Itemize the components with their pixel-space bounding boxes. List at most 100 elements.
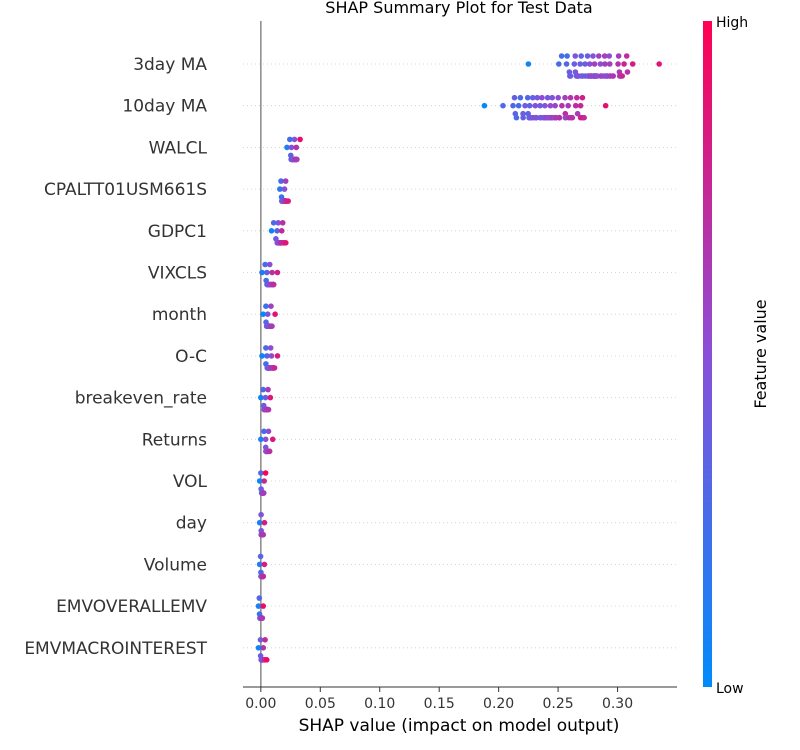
shap-point: [281, 186, 288, 192]
shap-point: [586, 61, 593, 67]
shap-point: [274, 269, 281, 276]
shap-point: [526, 102, 533, 109]
shap-point: [615, 61, 621, 67]
shap-point: [282, 178, 289, 184]
shap-point: [579, 94, 586, 101]
shap-point: [562, 94, 568, 101]
shap-point: [265, 386, 271, 393]
shap-point: [581, 114, 587, 121]
shap-point: [577, 61, 583, 67]
colorbar-title: Feature value: [751, 299, 770, 408]
shap-point: [278, 228, 285, 234]
shap-point: [257, 637, 264, 643]
shap-point: [269, 323, 275, 330]
shap-point: [297, 136, 303, 143]
shap-point: [262, 394, 269, 401]
shap-point: [623, 53, 630, 59]
shap-point: [262, 436, 269, 443]
shap-point: [258, 436, 264, 443]
shap-point: [615, 53, 622, 59]
shap-point: [260, 603, 267, 609]
shap-point: [522, 102, 528, 109]
shap-point: [537, 102, 543, 109]
shap-point: [544, 94, 551, 101]
feature-label: Returns: [142, 430, 207, 450]
shap-point: [256, 561, 263, 568]
shap-point: [590, 53, 596, 59]
shap-point: [268, 228, 275, 234]
shap-point: [269, 269, 275, 276]
shap-point: [606, 53, 613, 59]
shap-point: [656, 61, 662, 67]
shap-point: [572, 102, 579, 109]
shap-point: [591, 61, 598, 67]
shap-point: [556, 61, 562, 67]
shap-point: [260, 531, 266, 538]
shap-point: [532, 102, 539, 109]
shap-point: [510, 102, 516, 109]
shap-point: [274, 228, 280, 234]
shap-point: [285, 198, 291, 204]
feature-label: VOL: [173, 472, 208, 492]
shap-point: [267, 345, 274, 351]
shap-point: [272, 311, 278, 318]
shap-point: [268, 303, 274, 310]
shap-point: [547, 102, 554, 109]
x-tick-label: 0.15: [424, 696, 455, 712]
shap-point: [261, 519, 268, 526]
shap-point: [262, 261, 268, 268]
shap-point: [517, 94, 524, 101]
feature-label: EMVOVERALLEMV: [56, 597, 207, 617]
shap-point: [284, 144, 290, 151]
shap-point: [556, 114, 563, 121]
x-tick-label: 0.10: [364, 696, 395, 712]
shap-point: [567, 94, 574, 101]
shap-point: [259, 269, 265, 276]
shap-point: [621, 61, 627, 67]
shap-point: [279, 220, 286, 226]
feature-label: WALCL: [149, 138, 208, 158]
shap-point: [565, 102, 571, 109]
feature-label: breakeven_rate: [75, 389, 207, 409]
shap-point: [520, 114, 526, 121]
shap-point: [624, 69, 631, 75]
shap-point: [263, 345, 269, 351]
feature-label: 10day MA: [122, 97, 207, 117]
shap-point: [264, 269, 270, 276]
shap-point: [259, 353, 265, 359]
shap-point: [255, 603, 262, 609]
shap-point: [534, 94, 541, 101]
colorbar-low-label: Low: [716, 681, 744, 697]
shap-point: [562, 110, 569, 117]
shap-point: [264, 353, 270, 359]
shap-point: [287, 136, 293, 143]
shap-point: [602, 102, 609, 109]
shap-point: [481, 102, 488, 109]
shap-point: [525, 61, 532, 67]
feature-label: GDPC1: [148, 222, 207, 242]
shap-point: [582, 61, 588, 67]
shap-point: [606, 61, 613, 67]
shap-point: [569, 114, 576, 121]
feature-labels: 3day MA 10day MA WALCL CPALTT01USM661S GDPC1…: [24, 55, 207, 659]
shap-point: [271, 365, 278, 371]
grid-layer: [243, 63, 677, 649]
shap-point: [258, 470, 264, 476]
shap-point: [260, 490, 267, 496]
feature-label: O-C: [175, 347, 207, 367]
shap-point: [262, 470, 269, 476]
x-tick-label: 0.25: [543, 696, 574, 712]
shap-point: [263, 303, 269, 310]
shap-point: [264, 311, 271, 318]
x-axis-ticks: 0.00 0.05 0.10 0.15 0.20 0.25 0.30: [245, 687, 633, 712]
shap-point: [256, 595, 263, 601]
shap-point: [261, 428, 267, 435]
shap-point: [260, 386, 266, 393]
feature-label: EMVMACROINTEREST: [24, 639, 207, 659]
feature-label: VIXCLS: [148, 264, 207, 284]
shap-point: [267, 394, 274, 401]
shap-point: [256, 519, 263, 526]
shap-point: [597, 61, 604, 67]
shap-point: [558, 53, 565, 59]
shap-point: [266, 261, 273, 268]
